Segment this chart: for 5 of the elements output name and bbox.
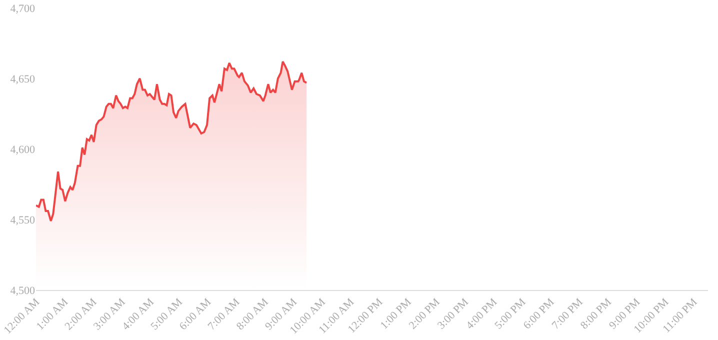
y-tick-label: 4,550 [10,214,36,226]
y-tick-label: 4,600 [10,144,36,156]
y-tick-label: 4,500 [10,284,36,297]
y-tick-label: 4,650 [10,73,36,86]
y-tick-label: 4,700 [10,2,36,15]
